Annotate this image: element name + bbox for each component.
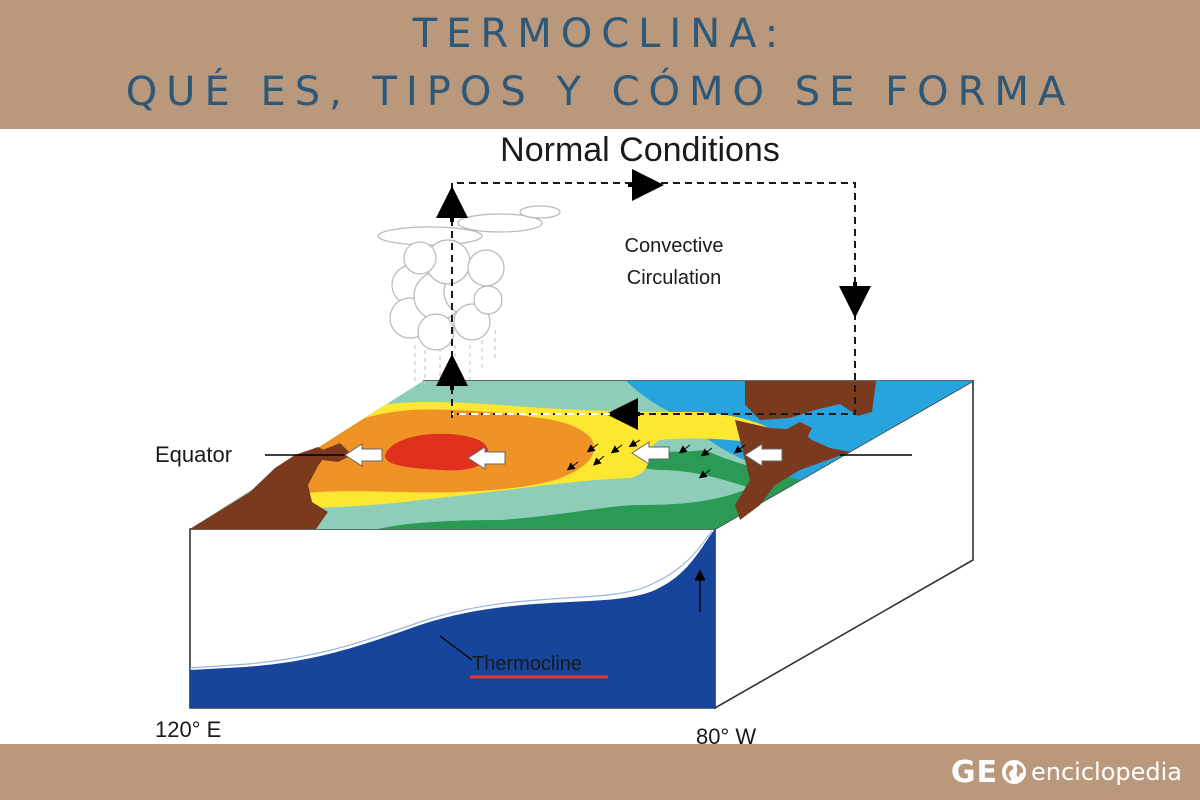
west-longitude-label: 120° E [155, 717, 221, 742]
logo-bold-text: GE [950, 754, 998, 790]
header-banner [0, 0, 1200, 129]
surface-current-arrows [566, 439, 746, 479]
land-east-island [785, 422, 812, 440]
trade-wind-arrow [744, 443, 783, 467]
thermocline-label: Thermocline [472, 653, 582, 675]
circulation-label-line-1: Convective [625, 235, 724, 257]
site-logo[interactable]: GE enciclopedia [951, 752, 1182, 792]
page-title-line-2: QUÉ ES, TIPOS Y CÓMO SE FORMA [125, 69, 1075, 115]
trade-wind-arrow [631, 441, 670, 465]
circulation-label-line-2: Circulation [627, 267, 721, 289]
globe-icon [1002, 760, 1026, 784]
thermocline-leader [439, 635, 473, 661]
east-longitude-label: 80° W [696, 724, 756, 744]
land-east-south [735, 420, 850, 520]
thermocline-diagram: Normal Conditions Convective Circulation… [155, 131, 974, 744]
page-title-line-1: TERMOCLINA: [412, 11, 788, 57]
trade-wind-arrow [467, 446, 506, 470]
diagram-title: Normal Conditions [500, 131, 780, 169]
trade-wind-arrows [344, 441, 783, 470]
land-east-north [745, 381, 876, 420]
equator-label: Equator [155, 442, 232, 467]
thermocline-line [189, 530, 713, 669]
footer-banner [0, 744, 1200, 800]
cloud-icon [377, 205, 561, 388]
logo-text: enciclopedia [1031, 758, 1182, 786]
circulation-dashed-path [451, 182, 856, 418]
land-west-island [318, 443, 352, 462]
deep-water-layer [190, 529, 715, 708]
convective-circulation [436, 169, 871, 430]
warm-pool-core [384, 433, 489, 471]
land-west [190, 447, 328, 529]
trade-wind-arrow [344, 443, 383, 467]
